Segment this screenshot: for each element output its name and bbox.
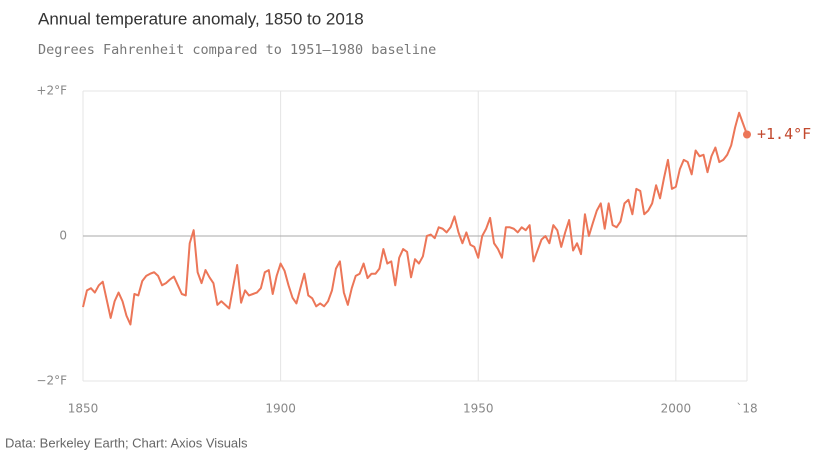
x-tick-label: `18: [736, 402, 757, 416]
y-tick-label: −2°F: [36, 374, 67, 388]
x-tick-label: 1850: [68, 402, 99, 416]
y-tick-label: +2°F: [36, 84, 67, 98]
y-tick-label: 0: [59, 229, 67, 243]
x-tick-label: 1900: [265, 402, 296, 416]
x-tick-label: 2000: [661, 402, 692, 416]
x-tick-label: 1950: [463, 402, 494, 416]
chart-subtitle: Degrees Fahrenheit compared to 1951–1980…: [38, 42, 436, 58]
end-label: +1.4°F: [757, 125, 811, 143]
end-point: [743, 130, 751, 139]
source: Data: Berkeley Earth; Chart: Axios Visua…: [5, 435, 248, 450]
chart-title: Annual temperature anomaly, 1850 to 2018: [38, 9, 364, 28]
line: [82, 111, 748, 326]
